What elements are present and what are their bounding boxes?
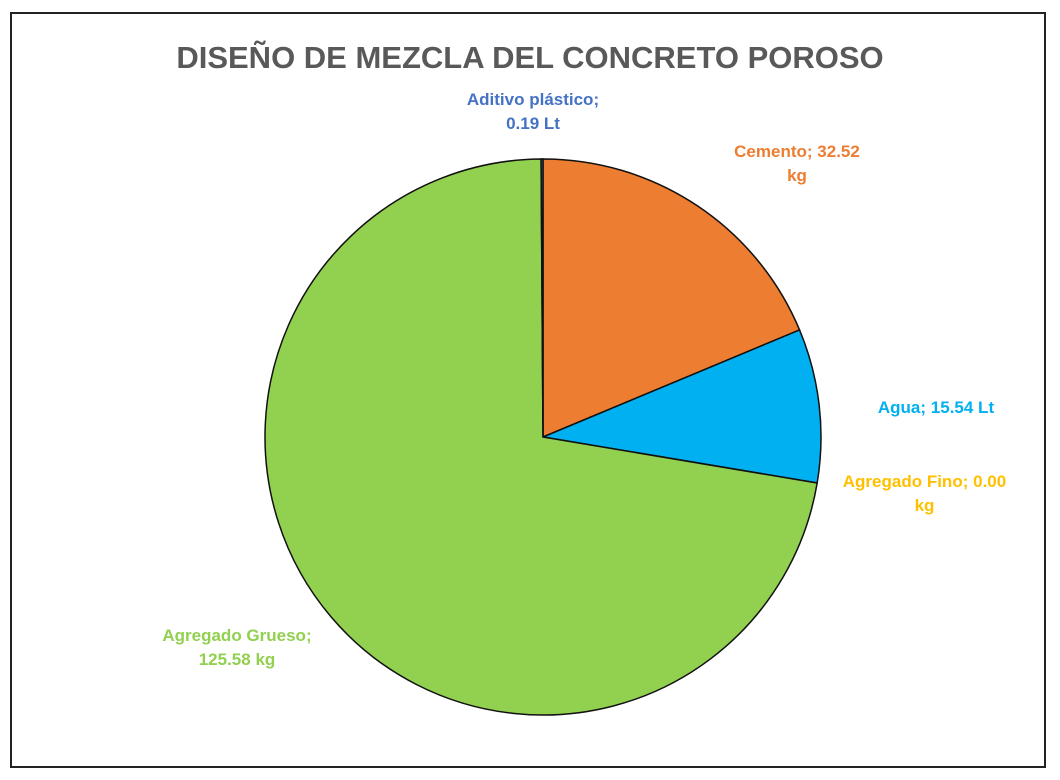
- label-category: Aditivo plástico: [466, 90, 594, 109]
- chart-frame: [10, 12, 1046, 768]
- pie-slice: [540, 158, 544, 438]
- label-value: 0.19 Lt: [506, 114, 560, 133]
- pie-slice: [542, 158, 801, 439]
- label-category: Agregado Fino: [842, 472, 963, 491]
- label-category: Agregado Grueso: [162, 626, 306, 645]
- label-separator: ;: [305, 626, 312, 645]
- data-label: Agregado Grueso; 125.58 kg: [162, 624, 312, 672]
- data-label: Aditivo plástico; 0.19 Lt: [448, 88, 618, 136]
- label-value: 125.58 kg: [198, 650, 276, 669]
- label-separator: ;: [962, 472, 969, 491]
- label-value: 15.54 Lt: [930, 398, 995, 417]
- label-separator: ;: [806, 142, 813, 161]
- label-value: 0.00 kg: [914, 472, 1007, 515]
- chart-title: DISEÑO DE MEZCLA DEL CONCRETO POROSO: [176, 40, 884, 75]
- label-separator: ;: [920, 398, 927, 417]
- label-category: Agua: [877, 398, 921, 417]
- label-value: 32.52 kg: [787, 142, 860, 185]
- pie-slice: [540, 328, 822, 484]
- data-label: Agua; 15.54 Lt: [836, 396, 1036, 420]
- label-separator: ;: [593, 90, 600, 109]
- label-category: Cemento: [734, 142, 807, 161]
- pie-slice: [264, 158, 819, 716]
- data-label: Agregado Fino; 0.00 kg: [832, 470, 1017, 518]
- data-label: Cemento; 32.52 kg: [722, 140, 872, 188]
